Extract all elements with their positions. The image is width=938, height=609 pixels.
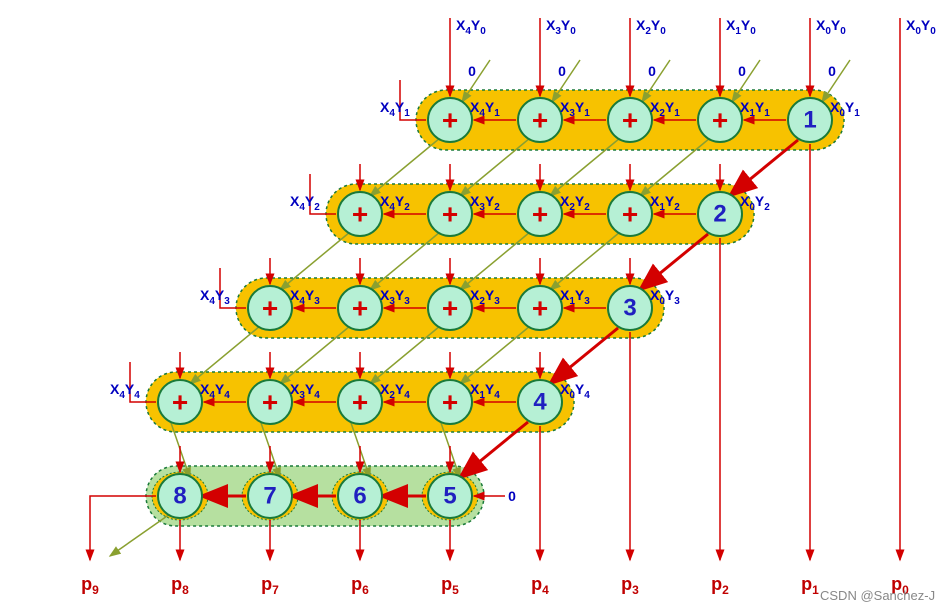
top-input-label-0: X4Y0 — [456, 17, 486, 37]
node-sym-1-1: + — [442, 199, 458, 230]
top-input-label-1: X3Y0 — [546, 17, 576, 37]
olive-top-4 — [822, 60, 850, 102]
output-label-p8: p8 — [171, 574, 189, 597]
output-label-p9: p9 — [81, 574, 99, 597]
xy-left-2: X4Y3 — [200, 287, 230, 307]
output-label-p3: p3 — [621, 574, 639, 597]
node-sym-0-0: + — [442, 105, 458, 136]
xy-left-3: X4Y4 — [110, 381, 140, 401]
node-sym-4-1: 7 — [263, 483, 276, 510]
top-input-label-3: X1Y0 — [726, 17, 756, 37]
output-label-p4: p4 — [531, 574, 549, 597]
top-input-label-4: X0Y0 — [816, 17, 846, 37]
output-label-p2: p2 — [711, 574, 729, 597]
output-label-p6: p6 — [351, 574, 369, 597]
node-sym-0-4: 1 — [803, 107, 816, 134]
node-sym-3-4: 4 — [533, 389, 547, 416]
node-sym-4-0: 8 — [173, 483, 186, 510]
top-input-label-2: X2Y0 — [636, 17, 666, 37]
node-sym-1-3: + — [622, 199, 638, 230]
node-sym-3-3: + — [442, 387, 458, 418]
node-sym-4-2: 6 — [353, 483, 366, 510]
output-label-p1: p1 — [801, 574, 819, 597]
node-sym-3-1: + — [262, 387, 278, 418]
zero-label-1: 0 — [558, 63, 566, 79]
olive-tail — [110, 514, 170, 556]
watermark: CSDN @Sanchez-J — [820, 588, 935, 603]
node-sym-2-3: + — [532, 293, 548, 324]
node-sym-1-4: 2 — [713, 201, 726, 228]
zero-label-4: 0 — [828, 63, 836, 79]
node-sym-1-0: + — [352, 199, 368, 230]
node-sym-0-3: + — [712, 105, 728, 136]
node-sym-4-3: 5 — [443, 483, 456, 510]
node-sym-2-1: + — [352, 293, 368, 324]
node-sym-0-2: + — [622, 105, 638, 136]
node-sym-1-2: + — [532, 199, 548, 230]
node-sym-3-2: + — [352, 387, 368, 418]
top-input-label-x0y0: X0Y0 — [906, 17, 936, 37]
node-sym-3-0: + — [172, 387, 188, 418]
node-sym-0-1: + — [532, 105, 548, 136]
node-sym-2-2: + — [442, 293, 458, 324]
zero-label-3: 0 — [738, 63, 746, 79]
zero-label-2: 0 — [648, 63, 656, 79]
xy-left-0: X4Y1 — [380, 99, 410, 119]
node-sym-2-4: 3 — [623, 295, 636, 322]
output-label-p5: p5 — [441, 574, 459, 597]
node-sym-2-0: + — [262, 293, 278, 324]
zero-label-0: 0 — [468, 63, 476, 79]
output-label-p7: p7 — [261, 574, 279, 597]
green-zero-label: 0 — [508, 488, 516, 504]
out-line-p9 — [90, 496, 156, 560]
xy-left-1: X4Y2 — [290, 193, 320, 213]
